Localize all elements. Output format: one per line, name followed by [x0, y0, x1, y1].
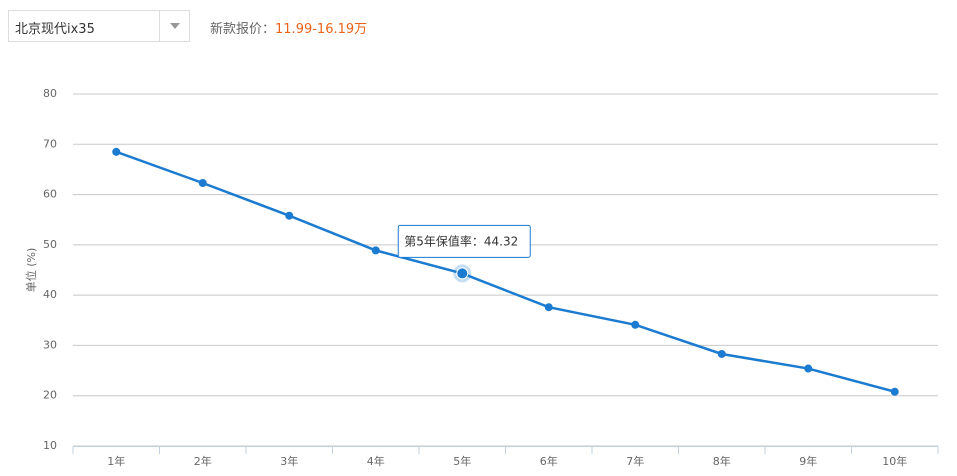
y-tick-label: 80 — [43, 87, 57, 100]
line — [115, 150, 896, 393]
y-tick-label: 60 — [43, 188, 57, 201]
point — [544, 303, 553, 312]
tooltip-box — [397, 224, 531, 258]
tooltip-value: 44.32 — [484, 234, 518, 248]
dropdown-arrow[interactable] — [159, 11, 190, 41]
tooltip: 第5年保值率：44.32 — [397, 224, 531, 258]
tooltip-label: 第5年保值率： — [404, 233, 484, 248]
model-name: 北京现代ix35 — [15, 22, 95, 37]
x-tick-label: 7年 — [626, 454, 644, 468]
x-tick-label: 6年 — [540, 454, 558, 468]
x-tick-label: 4年 — [367, 454, 385, 468]
x-tick-label: 9年 — [799, 454, 817, 468]
price-value: 11.99-16.19万 — [275, 22, 368, 37]
point — [285, 211, 294, 220]
x-tick-label: 3年 — [280, 454, 298, 468]
point — [717, 349, 726, 358]
price-label: 新款报价： — [210, 22, 276, 37]
point — [371, 246, 380, 255]
y-tick-label: 10 — [43, 439, 57, 452]
header: 北京现代ix35 新款报价：11.99-16.19万 — [8, 10, 608, 42]
point — [112, 147, 121, 156]
y-tick-label: 50 — [43, 238, 57, 251]
y-tick-label: 30 — [43, 338, 57, 351]
model-select[interactable]: 北京现代ix35 — [8, 10, 190, 42]
y-tick-label: 40 — [43, 288, 57, 301]
highlight-point — [456, 267, 469, 280]
y-tick-label: 20 — [43, 389, 57, 402]
x-tick-label: 2年 — [194, 454, 212, 468]
point — [890, 387, 899, 396]
point — [804, 364, 813, 373]
point — [631, 320, 640, 329]
x-tick-label: 5年 — [453, 454, 471, 468]
y-tick-label: 70 — [43, 137, 57, 150]
x-tick-label: 1年 — [107, 454, 125, 468]
x-tick-label: 10年 — [882, 454, 907, 468]
point — [198, 179, 207, 188]
price-info: 新款报价：11.99-16.19万 — [210, 18, 367, 37]
tooltip-text: 第5年保值率：44.32 — [404, 233, 518, 248]
x-tick-label: 8年 — [713, 454, 731, 468]
y-axis-label: 单位 (%) — [24, 248, 38, 293]
